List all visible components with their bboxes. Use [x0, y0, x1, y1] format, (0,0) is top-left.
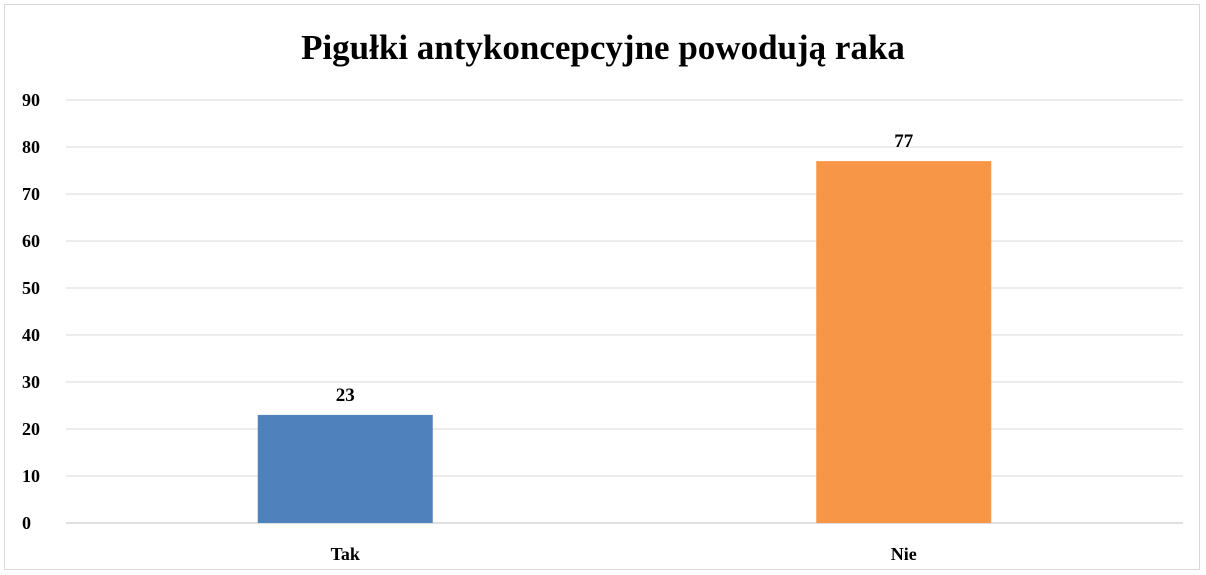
x-tick-label: Nie: [891, 544, 917, 564]
y-tick-label: 40: [22, 325, 40, 345]
y-tick-label: 10: [22, 466, 40, 486]
y-tick-label: 0: [22, 513, 31, 533]
bar-nie: [816, 161, 992, 523]
data-label: 77: [894, 131, 914, 152]
y-tick-label: 90: [22, 90, 40, 110]
y-tick-label: 50: [22, 278, 40, 298]
y-tick-label: 70: [22, 184, 40, 204]
y-tick-label: 30: [22, 372, 40, 392]
chart-title: Pigułki antykoncepcyjne powodują raka: [301, 28, 905, 67]
y-tick-label: 20: [22, 419, 40, 439]
x-tick-label: Tak: [331, 544, 360, 564]
bar-tak: [257, 414, 433, 523]
y-tick-label: 80: [22, 137, 40, 157]
data-label: 23: [336, 385, 355, 406]
y-tick-label: 60: [22, 231, 40, 251]
